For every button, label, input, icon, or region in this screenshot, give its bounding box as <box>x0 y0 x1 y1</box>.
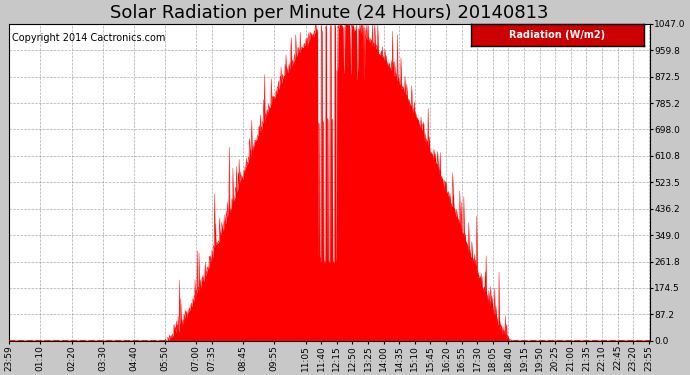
Title: Solar Radiation per Minute (24 Hours) 20140813: Solar Radiation per Minute (24 Hours) 20… <box>110 4 549 22</box>
Text: Copyright 2014 Cactronics.com: Copyright 2014 Cactronics.com <box>12 33 165 43</box>
